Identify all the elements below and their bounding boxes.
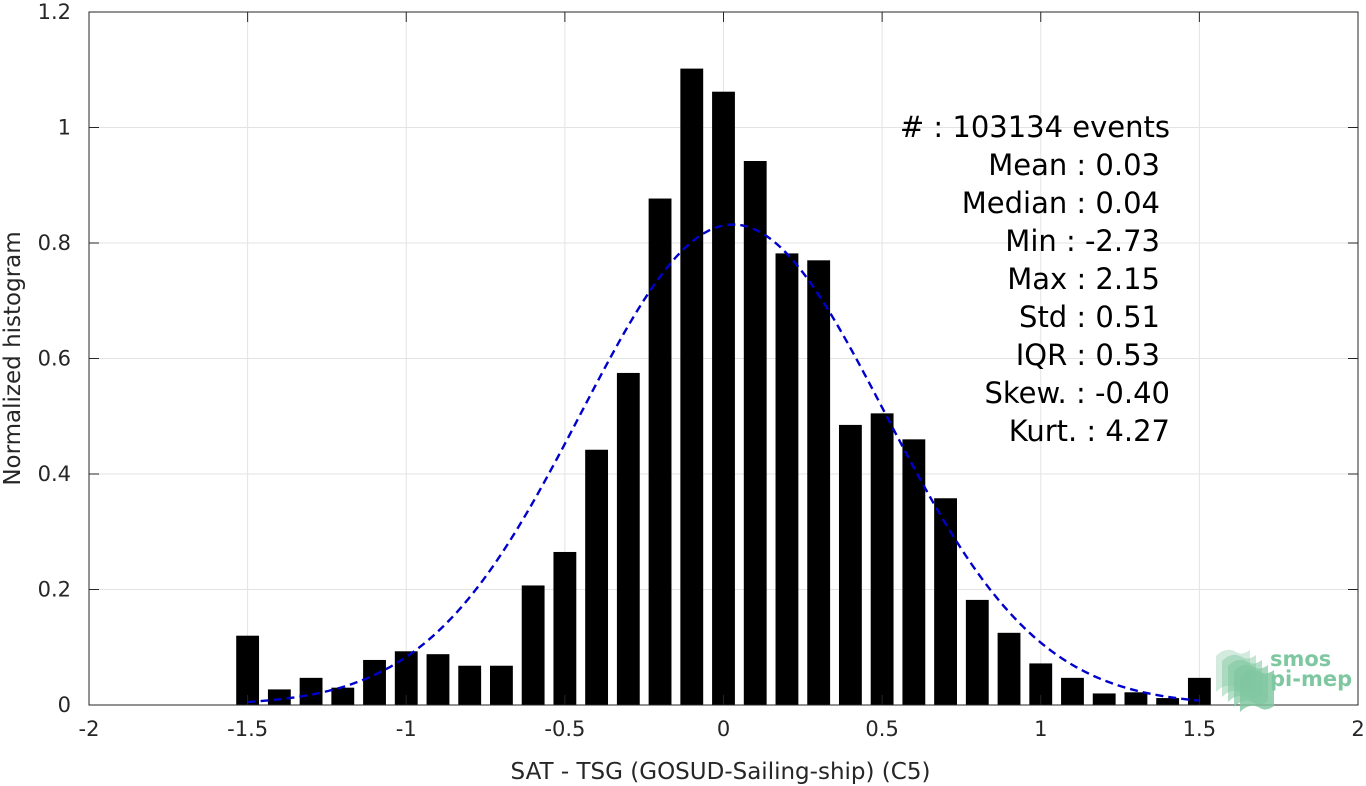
- smos-pimep-logo: smos pi-mep: [1216, 647, 1352, 712]
- stats-line: Std : 0.51: [1019, 300, 1160, 334]
- histogram-bar: [807, 260, 831, 705]
- histogram-bar: [331, 687, 355, 705]
- x-tick-label: 1: [1034, 717, 1047, 741]
- histogram-bar: [426, 654, 450, 705]
- histogram-bar: [680, 68, 704, 706]
- histogram-bar: [1092, 693, 1116, 705]
- layered-waves-icon: [1216, 649, 1274, 712]
- x-tick-label: 1.5: [1183, 717, 1216, 741]
- x-tick-label: -0.5: [544, 717, 585, 741]
- histogram-bar: [965, 599, 989, 705]
- y-tick-label: 0.4: [38, 462, 71, 486]
- histogram-bar: [997, 632, 1021, 705]
- logo-wave-layer: [1240, 669, 1274, 712]
- y-tick-label: 0: [58, 693, 71, 717]
- histogram-bar: [902, 439, 926, 705]
- x-tick-label: -1: [396, 717, 417, 741]
- histogram-bar: [363, 659, 386, 705]
- stats-line: Min : -2.73: [1005, 224, 1160, 258]
- histogram-bar: [648, 198, 672, 705]
- histogram-bar: [585, 449, 609, 705]
- logo-line2: pi-mep: [1270, 667, 1352, 691]
- stats-line: Mean : 0.03: [988, 148, 1160, 182]
- y-tick-label: 1.2: [38, 0, 71, 24]
- histogram-bar: [1029, 663, 1053, 705]
- histogram-bar: [521, 585, 545, 705]
- stats-line: Kurt. : 4.27: [1009, 414, 1170, 448]
- gaussian-fit-curve: [247, 223, 1200, 704]
- stats-line: IQR : 0.53: [1016, 338, 1160, 372]
- histogram-bar: [743, 160, 767, 705]
- y-tick-label: 0.6: [38, 347, 71, 371]
- logo-line1: smos: [1270, 647, 1331, 671]
- stats-line: # : 103134 events: [900, 110, 1170, 144]
- x-tick-label: -1.5: [227, 717, 268, 741]
- histogram-bar: [1061, 677, 1084, 705]
- histogram-bar: [1156, 698, 1180, 705]
- histogram-bar: [1187, 677, 1211, 705]
- x-tick-label: -2: [79, 717, 100, 741]
- histogram-bar: [838, 424, 862, 705]
- stats-line: Skew. : -0.40: [984, 376, 1170, 410]
- histogram-bar: [553, 551, 577, 705]
- histogram-bar: [775, 253, 799, 705]
- y-tick-label: 0.2: [38, 578, 71, 602]
- histogram-bar: [299, 677, 323, 705]
- histogram-bar: [712, 91, 735, 705]
- stats-line: Median : 0.04: [962, 186, 1160, 220]
- x-tick-label: 2: [1351, 717, 1364, 741]
- histogram-bar: [267, 689, 291, 705]
- histogram-bar: [394, 651, 418, 705]
- histogram-bar: [458, 665, 482, 705]
- histogram-bar: [934, 498, 957, 705]
- x-axis-label: SAT - TSG (GOSUD-Sailing-ship) (C5): [511, 759, 931, 785]
- x-tick-label: 0.5: [865, 717, 898, 741]
- y-tick-labels: 0 0.2 0.4 0.6 0.8 1 1.2: [38, 0, 71, 717]
- histogram-bar: [870, 413, 894, 705]
- x-tick-label: 0: [717, 717, 730, 741]
- y-axis-label: Normalized histogram: [0, 231, 26, 485]
- histogram-bar: [616, 372, 640, 705]
- x-tick-labels: -2 -1.5 -1 -0.5 0 0.5 1 1.5 2: [79, 717, 1365, 741]
- y-tick-label: 0.8: [38, 231, 71, 255]
- y-tick-label: 1: [58, 116, 71, 140]
- histogram-bar: [236, 635, 260, 705]
- stats-annotation: # : 103134 events Mean : 0.03 Median : 0.0…: [900, 110, 1170, 448]
- axis-ticks: [88, 11, 1359, 706]
- histogram-bar: [1124, 692, 1148, 705]
- stats-line: Max : 2.15: [1007, 262, 1160, 296]
- histogram-bar: [490, 665, 513, 705]
- bars: [236, 68, 1211, 706]
